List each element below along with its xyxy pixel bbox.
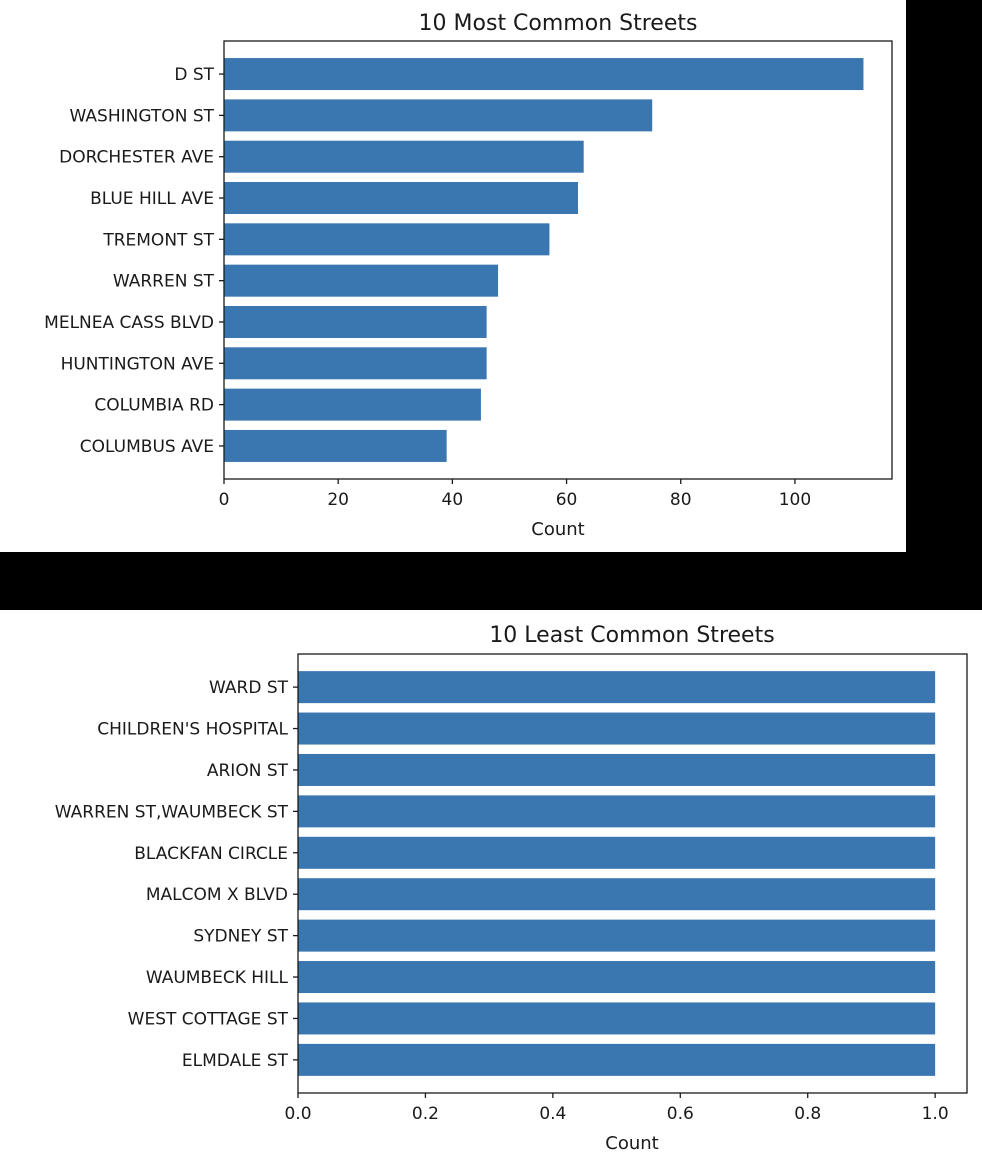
bar [224, 347, 487, 380]
x-tick-label: 80 [670, 490, 692, 510]
bar [224, 264, 499, 297]
y-tick-label: COLUMBUS AVE [80, 437, 214, 457]
plot-frame [297, 653, 968, 1094]
chart-title: 10 Most Common Streets [419, 11, 698, 36]
bar [298, 1002, 936, 1035]
x-tick-label: 40 [442, 490, 464, 510]
y-tick-label: BLUE HILL AVE [90, 189, 214, 209]
y-tick-label: ELMDALE ST [182, 1051, 289, 1071]
y-tick-label: DORCHESTER AVE [59, 148, 214, 168]
bar [298, 671, 936, 704]
y-tick-label: WEST COTTAGE ST [128, 1009, 289, 1029]
y-tick-label: COLUMBIA RD [94, 396, 214, 416]
y-tick-label: SYDNEY ST [193, 927, 288, 947]
plot-frame [223, 40, 893, 480]
y-tick-label: WAUMBECK HILL [146, 968, 289, 988]
bar [298, 878, 936, 911]
x-tick-label: 0.2 [412, 1104, 439, 1124]
x-axis-label: Count [531, 519, 584, 540]
x-axis-label: Count [605, 1133, 658, 1154]
y-tick-label: WARD ST [209, 678, 289, 698]
bar [224, 305, 487, 338]
bar [298, 961, 936, 994]
x-tick-label: 0.8 [794, 1104, 821, 1124]
bar [298, 836, 936, 869]
x-tick-label: 0.6 [667, 1104, 694, 1124]
bar [298, 919, 936, 952]
bar [298, 712, 936, 745]
y-tick-label: WARREN ST [113, 272, 215, 292]
y-tick-label: MALCOM X BLVD [146, 885, 288, 905]
x-tick-label: 20 [327, 490, 349, 510]
chart-panel-most-common: 10 Most Common Streets D ST WASHINGTON ST… [0, 0, 906, 552]
y-tick-label: BLACKFAN CIRCLE [134, 844, 288, 864]
x-tick-label: 0.4 [539, 1104, 566, 1124]
x-tick-label: 1.0 [922, 1104, 949, 1124]
bar [224, 388, 481, 421]
y-tick-label: WASHINGTON ST [70, 106, 215, 126]
y-tick-label: HUNTINGTON AVE [61, 354, 214, 374]
bar [224, 182, 578, 215]
bar [224, 140, 584, 173]
y-tick-label: D ST [174, 65, 214, 85]
bar [224, 223, 550, 256]
x-tick-label: 0.0 [284, 1104, 311, 1124]
x-tick-label: 100 [779, 490, 811, 510]
bar [298, 753, 936, 786]
x-tick-label: 0 [219, 490, 230, 510]
bar [298, 795, 936, 828]
bar [224, 429, 447, 462]
bar [224, 99, 653, 132]
bar [298, 1043, 936, 1076]
least-common-streets-chart: 10 Least Common Streets WARD ST CHILDREN'… [55, 623, 968, 1154]
y-tick-label: TREMONT ST [102, 230, 214, 250]
y-tick-label: MELNEA CASS BLVD [44, 313, 214, 333]
x-tick-label: 60 [556, 490, 578, 510]
y-tick-label: WARREN ST,WAUMBECK ST [55, 802, 289, 822]
chart-title: 10 Least Common Streets [489, 623, 774, 648]
y-tick-label: CHILDREN'S HOSPITAL [97, 720, 288, 740]
y-tick-label: ARION ST [207, 761, 289, 781]
chart-panel-least-common: 10 Least Common Streets WARD ST CHILDREN'… [0, 610, 982, 1164]
most-common-streets-chart: 10 Most Common Streets D ST WASHINGTON ST… [44, 11, 893, 540]
bar [224, 58, 864, 91]
